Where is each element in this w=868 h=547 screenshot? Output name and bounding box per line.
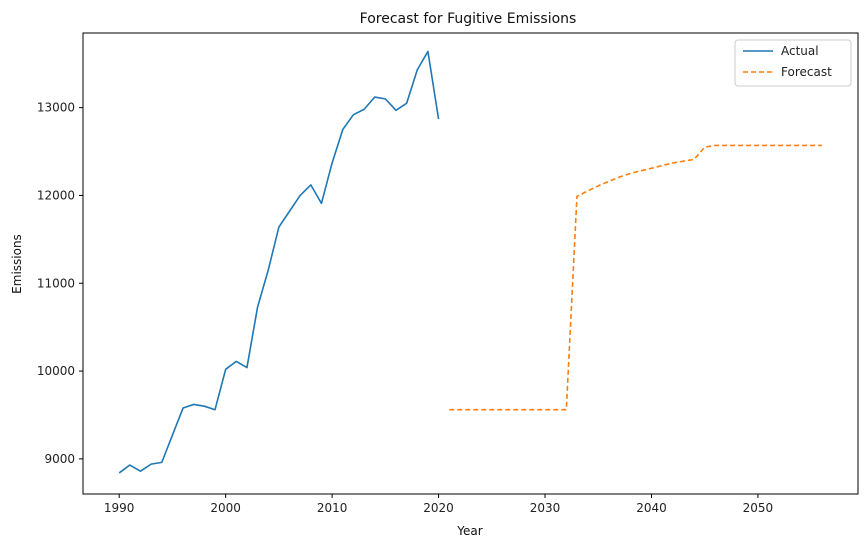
x-tick-label: 2030 — [530, 501, 561, 515]
legend: Actual Forecast — [734, 39, 852, 87]
x-axis: 1990 2000 2010 2020 2030 2040 2050 — [104, 494, 773, 515]
series-line-actual — [118, 50, 440, 474]
y-tick-label: 9000 — [44, 452, 75, 466]
x-tick-label: 2040 — [636, 501, 667, 515]
x-tick-label: 2000 — [210, 501, 241, 515]
legend-label-forecast: Forecast — [781, 65, 832, 79]
legend-label-actual: Actual — [781, 44, 819, 58]
plot-frame — [82, 32, 859, 495]
x-axis-label: Year — [456, 524, 482, 538]
y-axis: 9000 10000 11000 12000 13000 — [37, 101, 83, 466]
x-tick-label: 1990 — [104, 501, 135, 515]
y-tick-label: 11000 — [37, 276, 75, 290]
series-line-forecast — [449, 144, 822, 411]
plot-area — [118, 50, 822, 474]
chart-title: Forecast for Fugitive Emissions — [360, 11, 577, 27]
y-tick-label: 13000 — [37, 101, 75, 115]
x-tick-label: 2050 — [743, 501, 774, 515]
x-tick-label: 2020 — [423, 501, 454, 515]
y-tick-label: 12000 — [37, 188, 75, 202]
y-axis-label: Emissions — [10, 234, 24, 294]
x-tick-label: 2010 — [317, 501, 348, 515]
y-tick-label: 10000 — [37, 364, 75, 378]
